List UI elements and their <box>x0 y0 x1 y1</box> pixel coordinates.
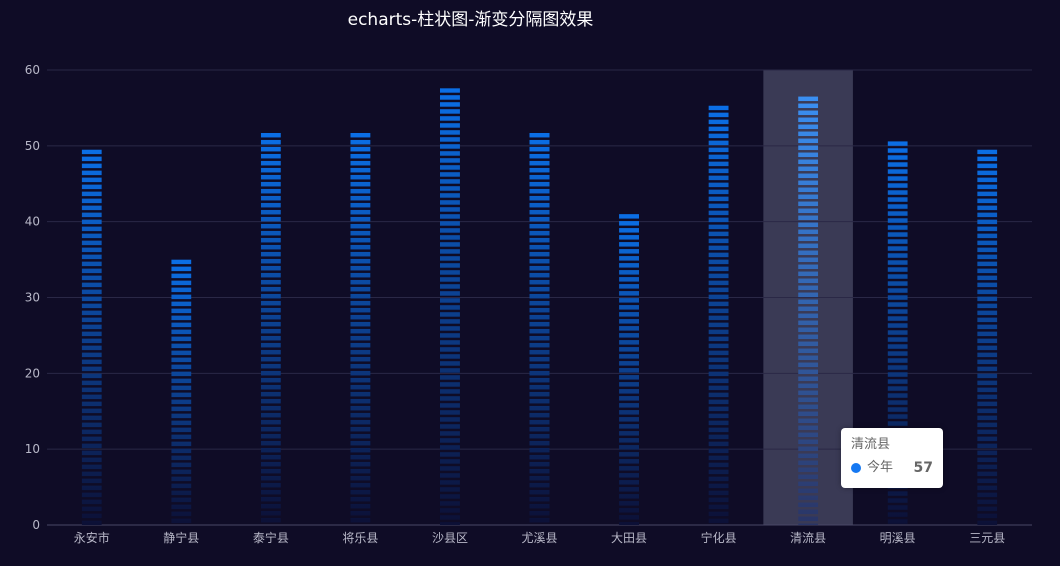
x-tick-label: 永安市 <box>74 530 110 545</box>
x-tick-label: 三元县 <box>969 531 1005 545</box>
tooltip: 清流县 今年 57 <box>841 428 943 488</box>
tooltip-row: 今年 57 <box>851 459 933 477</box>
x-tick-label: 宁化县 <box>701 530 737 545</box>
bar-尤溪县 <box>529 132 550 523</box>
bar-永安市 <box>81 149 102 525</box>
chart-title: echarts-柱状图-渐变分隔图效果 <box>347 10 594 30</box>
x-tick-label: 清流县 <box>790 531 826 545</box>
x-tick-label: 沙县区 <box>432 531 468 545</box>
y-tick-label: 50 <box>25 139 40 153</box>
bar-清流县 <box>798 96 819 526</box>
x-tick-label: 明溪县 <box>880 531 916 545</box>
tooltip-value: 57 <box>913 460 933 476</box>
tooltip-series-name: 今年 <box>867 460 894 475</box>
series-dot-icon <box>851 463 861 473</box>
bar-宁化县 <box>708 105 729 524</box>
x-tick-label: 泰宁县 <box>253 530 289 545</box>
y-tick-label: 10 <box>25 442 40 456</box>
tooltip-title: 清流县 <box>851 437 891 452</box>
x-tick-label: 静宁县 <box>163 530 199 545</box>
y-tick-label: 40 <box>25 215 40 229</box>
bar-大田县 <box>619 214 640 525</box>
y-tick-label: 20 <box>25 366 40 380</box>
x-tick-label: 大田县 <box>611 531 647 545</box>
y-tick-label: 60 <box>25 63 40 77</box>
bar-静宁县 <box>171 259 192 524</box>
bar-沙县区 <box>439 88 460 525</box>
bar-将乐县 <box>350 132 371 523</box>
x-tick-label: 将乐县 <box>342 531 378 545</box>
bar-三元县 <box>977 149 998 525</box>
x-tick-label: 尤溪县 <box>521 531 557 545</box>
y-tick-label: 30 <box>25 291 40 305</box>
bar-泰宁县 <box>260 132 281 523</box>
y-tick-label: 0 <box>32 518 40 532</box>
